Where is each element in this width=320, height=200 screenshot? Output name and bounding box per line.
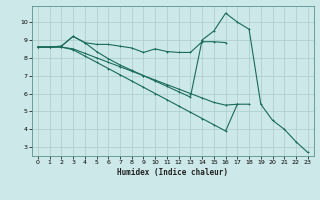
X-axis label: Humidex (Indice chaleur): Humidex (Indice chaleur) [117, 168, 228, 177]
